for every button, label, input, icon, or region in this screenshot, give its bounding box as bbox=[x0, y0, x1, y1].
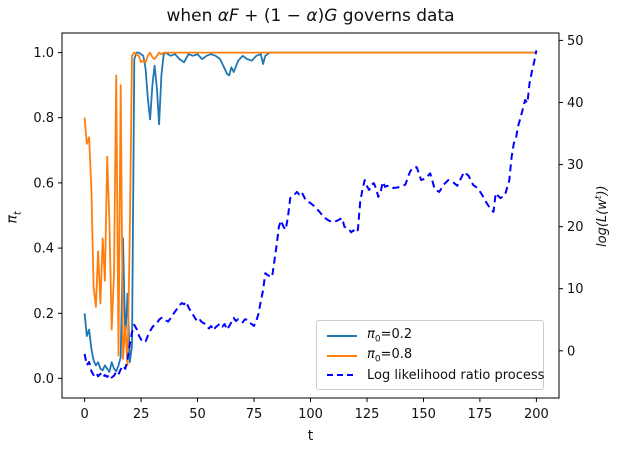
y-left-tick-label: 0.6 bbox=[33, 176, 54, 191]
legend-label: π0=0.2 bbox=[367, 327, 413, 345]
x-tick-label: 200 bbox=[524, 407, 549, 422]
title-part: αF bbox=[217, 6, 239, 26]
x-tick-label: 75 bbox=[246, 407, 263, 422]
y-right-tick-label: 10 bbox=[567, 282, 584, 297]
y-left-tick-label: 0.8 bbox=[33, 111, 54, 126]
legend-entry: π0=0.2 bbox=[327, 327, 533, 345]
series-line bbox=[83, 51, 537, 367]
x-tick-label: 100 bbox=[298, 407, 323, 422]
legend-entry: π0=0.8 bbox=[327, 347, 533, 365]
y-left-tick-label: 0.0 bbox=[33, 372, 54, 387]
y-right-tick-label: 20 bbox=[567, 220, 584, 235]
y-left-tick-label: 1.0 bbox=[33, 46, 54, 61]
y-left-tick-label: 0.2 bbox=[33, 307, 54, 322]
legend-line-sample bbox=[327, 335, 357, 338]
x-axis-label: t bbox=[307, 428, 314, 444]
y-right-tick-label: 0 bbox=[567, 344, 575, 359]
title-part: α bbox=[306, 6, 318, 26]
x-tick-label: 125 bbox=[355, 407, 380, 422]
y-axis-label-left: πt bbox=[4, 211, 24, 224]
title-part: when bbox=[166, 6, 218, 26]
legend-line-sample bbox=[327, 355, 357, 358]
y-right-tick-label: 50 bbox=[567, 34, 584, 49]
series-line-dashed bbox=[83, 50, 538, 379]
x-tick-label: 25 bbox=[133, 407, 150, 422]
x-tick-label: 175 bbox=[467, 407, 492, 422]
x-tick-label: 50 bbox=[189, 407, 206, 422]
legend-entry: Log likelihood ratio process bbox=[327, 368, 544, 383]
x-tick-label: 0 bbox=[80, 407, 88, 422]
title-part: governs data bbox=[337, 6, 455, 26]
y-right-tick-label: 40 bbox=[567, 96, 584, 111]
x-tick-label: 150 bbox=[411, 407, 436, 422]
legend-dashed-line-sample bbox=[327, 374, 357, 377]
series-line bbox=[83, 51, 537, 373]
chart-title: when αF + (1 − α)G governs data bbox=[62, 6, 559, 26]
legend-label: Log likelihood ratio process bbox=[367, 367, 545, 383]
y-left-tick-label: 0.4 bbox=[33, 242, 54, 257]
y-axis-label-right: log(L(wt)) bbox=[593, 185, 611, 247]
legend-label: π0=0.8 bbox=[367, 347, 413, 366]
y-right-tick-label: 30 bbox=[567, 158, 584, 173]
legend-box: π0=0.2 π0=0.8 Log likelihood ratio process bbox=[316, 320, 544, 390]
title-part: ) bbox=[317, 6, 325, 26]
title-part: G bbox=[324, 6, 338, 26]
title-part: + (1 − bbox=[238, 6, 307, 26]
